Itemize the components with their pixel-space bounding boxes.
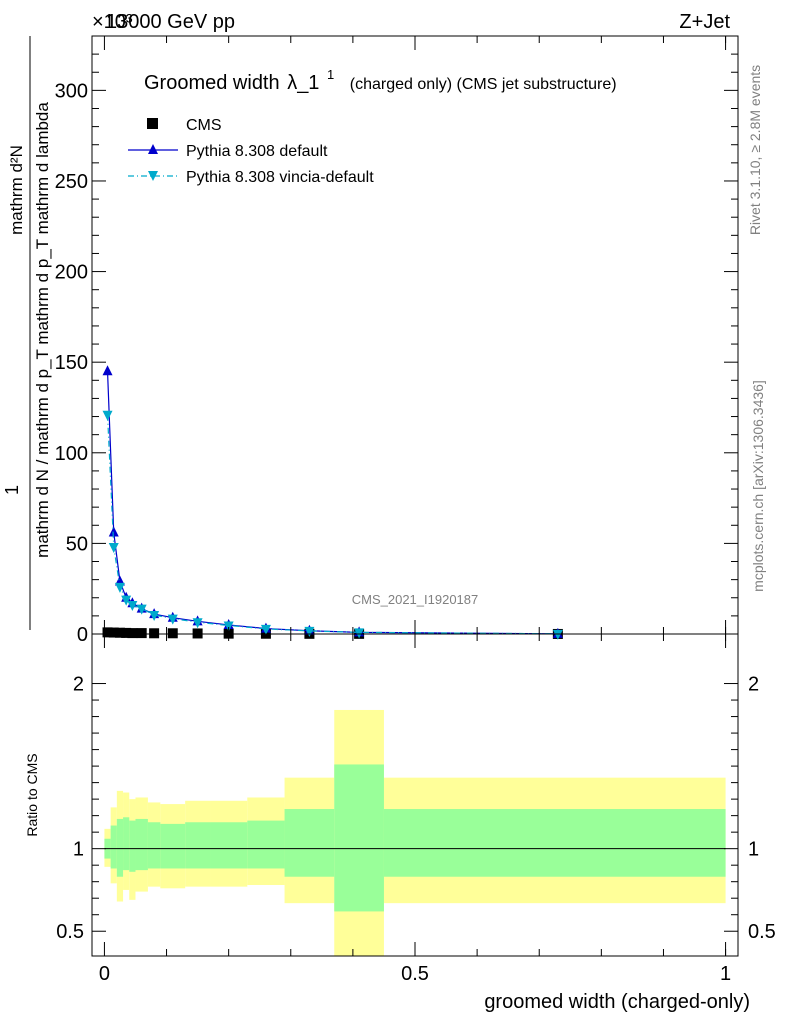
cms-point	[149, 628, 160, 639]
rivet-version-label: Rivet 3.1.10, ≥ 2.8M events	[747, 65, 763, 235]
ratio-inner-band	[123, 817, 130, 871]
ratio-ytick-label-0: 0.5	[56, 921, 84, 943]
ratio-ylabel: Ratio to CMS	[24, 753, 40, 836]
main-ytick-label-6: 300	[55, 80, 88, 102]
legend-label-pythia-vincia: Pythia 8.308 vincia-default	[186, 169, 374, 186]
plot-title-text: Groomed width	[144, 72, 280, 94]
cms-point	[102, 627, 113, 638]
pythia-vincia-point	[192, 618, 203, 629]
ratio-inner-band	[185, 822, 211, 869]
pythia-vincia-point	[121, 595, 132, 606]
ratio-inner-band	[110, 825, 117, 869]
pythia-vincia-point	[136, 604, 147, 615]
cms-point	[127, 628, 138, 639]
plot-title-symbol: λ_1	[287, 72, 319, 94]
main-ytick-label-4: 200	[55, 262, 88, 284]
pythia-vincia-point	[149, 610, 160, 621]
ratio-inner-band	[383, 809, 726, 877]
ratio-inner-band	[147, 822, 161, 869]
ratio-frame	[91, 633, 739, 957]
ratio-xtick-label-0: 0	[99, 963, 110, 985]
ratio-inner-band	[129, 820, 136, 872]
ratio-inner-band	[334, 764, 384, 912]
ratio-inner-band	[135, 818, 148, 871]
ratio-inner-band	[116, 818, 124, 877]
plot-title-suffix: (charged only) (CMS jet substructure)	[350, 76, 617, 93]
series-line-2	[106, 414, 558, 635]
ratio-ytick-label-2: 2	[73, 674, 84, 696]
process-label: Z+Jet	[679, 11, 730, 33]
cms-point	[121, 627, 132, 638]
ratio-xtick-label-2: 1	[720, 963, 731, 985]
ratio-inner-band	[284, 809, 335, 877]
ratio-inner-band	[210, 822, 248, 869]
cms-point	[192, 628, 203, 639]
pythia-vincia-point	[304, 626, 315, 637]
energy-label: 13000 GeV pp	[106, 11, 235, 33]
ratio-ytick-label-right-1: 1	[748, 839, 759, 861]
cms-point	[114, 627, 125, 638]
pythia-vincia-point	[552, 629, 563, 640]
pythia-default-point	[102, 365, 113, 376]
ratio-xlabel: groomed width (charged-only)	[484, 991, 750, 1013]
ylabel-bottom: mathrm d N / mathrm d p_T mathrm d p_T m…	[33, 102, 52, 558]
ratio-xtick-label-1: 0.5	[401, 963, 429, 985]
legend: CMS Pythia 8.308 default Pythia 8.308 vi…	[128, 117, 374, 186]
plot-title-superscript: 1	[327, 67, 334, 82]
main-ytick-label-0: 0	[77, 624, 88, 646]
ylabel-numerator: 1	[2, 485, 22, 495]
ratio-panel: 0.5 0.5 1 1 2 2 0 0.5 1	[56, 633, 776, 985]
ratio-inner-band	[247, 820, 285, 869]
plot-title: Groomed width λ_1 1 (charged only) (CMS …	[144, 62, 617, 94]
legend-marker-pythia-vincia	[148, 171, 158, 181]
main-ytick-label-2: 100	[55, 443, 88, 465]
ratio-inner-band	[160, 823, 186, 869]
ratio-ytick-label-right-2: 2	[748, 674, 759, 696]
ratio-ytick-label-right-0: 0.5	[748, 921, 776, 943]
main-ylabel: 1 mathrm d²N mathrm d N / mathrm d p_T m…	[2, 36, 52, 630]
pythia-vincia-point	[260, 624, 271, 635]
mcplots-label: mcplots.cern.ch [arXiv:1306.3436]	[750, 380, 766, 592]
cms-point	[136, 628, 147, 639]
legend-marker-cms	[147, 118, 158, 129]
cms-point	[108, 627, 119, 638]
exponent-label: ×10³	[92, 11, 133, 33]
main-ytick-label-3: 150	[55, 352, 88, 374]
pythia-vincia-point	[354, 628, 365, 639]
pythia-vincia-point	[108, 543, 119, 554]
pythia-vincia-point	[114, 582, 125, 593]
pythia-vincia-point	[223, 621, 234, 632]
series-line-1	[106, 371, 558, 635]
legend-label-cms: CMS	[186, 117, 222, 134]
analysis-watermark: CMS_2021_I1920187	[352, 592, 479, 607]
legend-marker-pythia-default	[148, 144, 158, 154]
ratio-ytick-label-1: 1	[73, 839, 84, 861]
ylabel-top: mathrm d²N	[7, 145, 26, 235]
main-ytick-label-5: 250	[55, 171, 88, 193]
pythia-vincia-point	[102, 410, 113, 421]
main-ytick-label-1: 50	[66, 533, 88, 555]
pythia-vincia-point	[127, 601, 138, 612]
pythia-default-point	[108, 526, 119, 537]
cms-point	[167, 628, 178, 639]
pythia-vincia-point	[167, 614, 178, 625]
legend-label-pythia-default: Pythia 8.308 default	[186, 143, 328, 160]
